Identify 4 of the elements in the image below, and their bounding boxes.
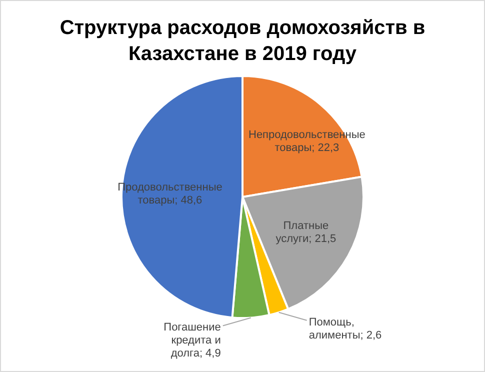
slice-label: Платные услуги; 21,5 xyxy=(276,220,336,245)
chart-title: Структура расходов домохозяйств в Казахстане в 2019 году xyxy=(58,16,426,67)
slice-label: Погашение кредита и долга; 4,9 xyxy=(164,322,221,360)
slice-label: Помощь, алименты; 2,6 xyxy=(308,316,382,342)
